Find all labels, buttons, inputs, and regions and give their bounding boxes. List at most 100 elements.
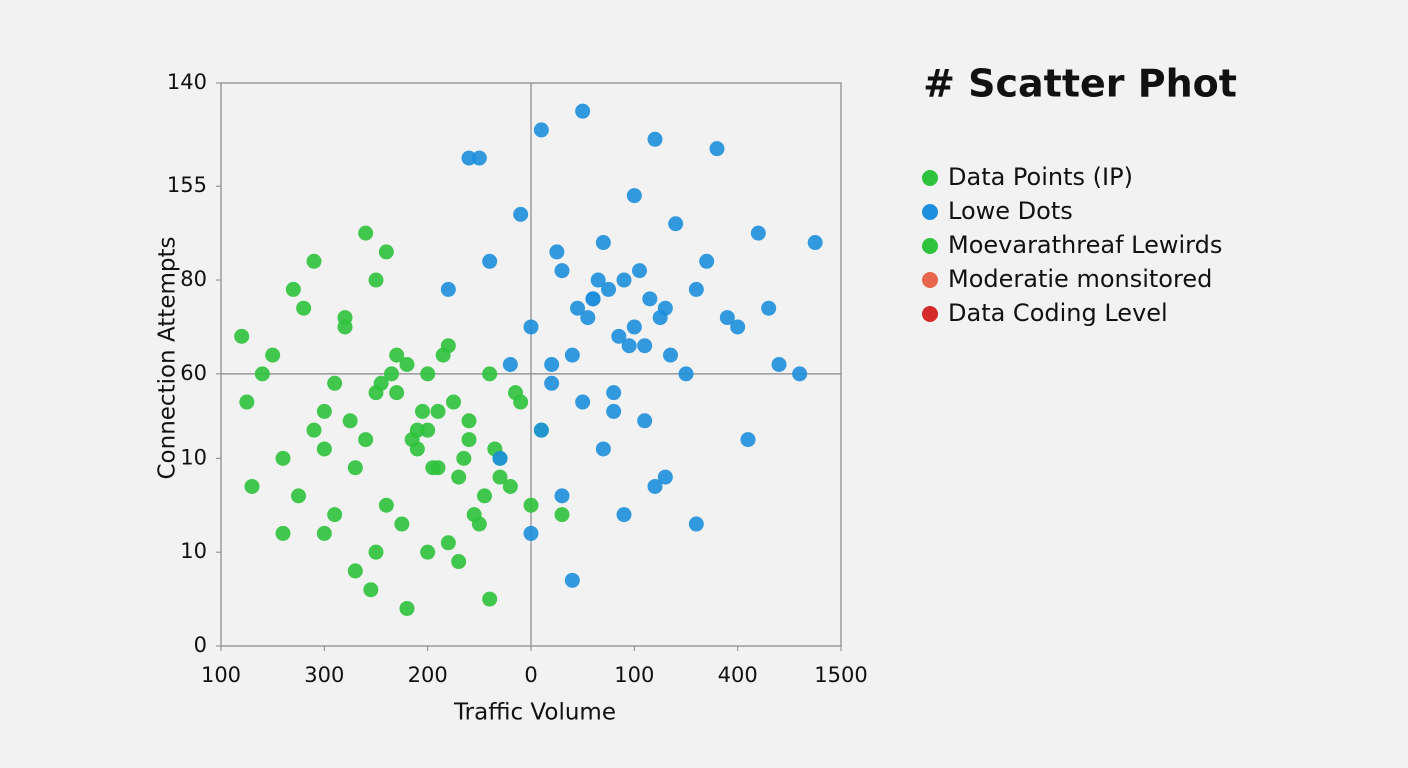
x-tick-label: 300 [304,663,344,687]
scatter-point [570,300,585,316]
scatter-point [719,310,735,326]
scatter-point [316,403,332,419]
scatter-point [327,375,343,391]
y-tick-label: 140 [167,70,207,94]
scatter-point [461,413,477,429]
scatter-point [652,310,668,326]
scatter-point [337,310,353,326]
scatter-point [616,272,632,288]
scatter-point [668,216,684,232]
scatter-point [389,347,405,363]
scatter-point [430,403,446,419]
x-tick-label: 100 [201,663,241,687]
y-tick-label: 155 [167,173,207,197]
scatter-point [415,403,430,419]
scatter-point [306,422,322,438]
scatter-point [275,450,291,466]
legend-label: Moderatie monsitored [948,265,1212,293]
legend-marker [922,170,938,186]
scatter-point [477,488,492,504]
scatter-point [580,310,596,326]
legend-marker [922,238,938,254]
scatter-point [482,366,498,382]
scatter-point [688,281,704,297]
scatter-point [435,347,451,363]
scatter-point [761,300,777,316]
scatter-point [384,366,399,382]
x-tick-label: 400 [718,663,758,687]
scatter-point [807,235,823,251]
legend-marker [922,272,938,288]
scatter-point [611,328,627,344]
scatter-point [482,591,498,607]
scatter-point [792,366,808,382]
scatter-point [461,150,477,166]
scatter-point [244,478,260,494]
scatter-point [347,563,363,579]
scatter-point [430,460,446,476]
scatter-point [394,516,410,532]
scatter-point [265,347,281,363]
scatter-point [316,441,332,457]
scatter-point [409,422,425,438]
y-tick-label: 60 [180,361,207,385]
scatter-point [590,272,606,288]
x-tick-label: 100 [614,663,654,687]
scatter-point [492,469,508,485]
scatter-point [466,507,482,523]
scatter-point [678,366,694,382]
scatter-point [342,413,358,429]
scatter-point [699,253,715,269]
scatter-point [456,450,472,466]
scatter-point [606,385,622,401]
scatter-point [502,357,518,372]
scatter-point [358,432,374,448]
scatter-point [549,244,565,260]
scatter-point [523,319,539,335]
scatter-point [508,385,523,401]
legend-label: Data Coding Level [948,299,1168,327]
scatter-point [363,582,379,598]
scatter-point [626,319,642,335]
scatter-point [347,460,363,476]
scatter-point [327,507,343,523]
scatter-point [595,235,611,251]
scatter-point [471,150,487,166]
y-tick-label: 10 [180,539,207,563]
scatter-point [564,347,580,363]
scatter-point [420,366,436,382]
scatter-point [358,225,374,241]
scatter-point [575,394,591,410]
scatter-point [637,413,653,429]
scatter-point [234,328,250,344]
scatter-point [420,422,436,438]
scatter-point [709,141,725,157]
scatter-point [663,347,678,363]
scatter-point [368,544,384,560]
scatter-point [564,572,580,588]
legend-marker [922,204,938,220]
scatter-point [285,281,301,297]
scatter-point [316,525,332,541]
scatter-point [291,488,306,504]
scatter-point [523,525,539,541]
scatter-point [389,385,405,401]
scatter-point [368,385,384,401]
scatter-point [296,300,312,316]
scatter-point [642,291,658,307]
legend-marker [922,306,938,322]
x-tick-label: 200 [408,663,448,687]
scatter-point [730,319,746,335]
scatter-point [399,357,415,372]
scatter-point [420,544,436,560]
scatter-point [740,432,756,448]
legend-label: Data Points (IP) [948,163,1133,191]
scatter-point [575,103,591,119]
scatter-point [239,394,255,410]
y-tick-label: 80 [180,267,207,291]
scatter-point [451,469,467,485]
scatter-point [601,281,616,297]
scatter-point [616,507,632,523]
